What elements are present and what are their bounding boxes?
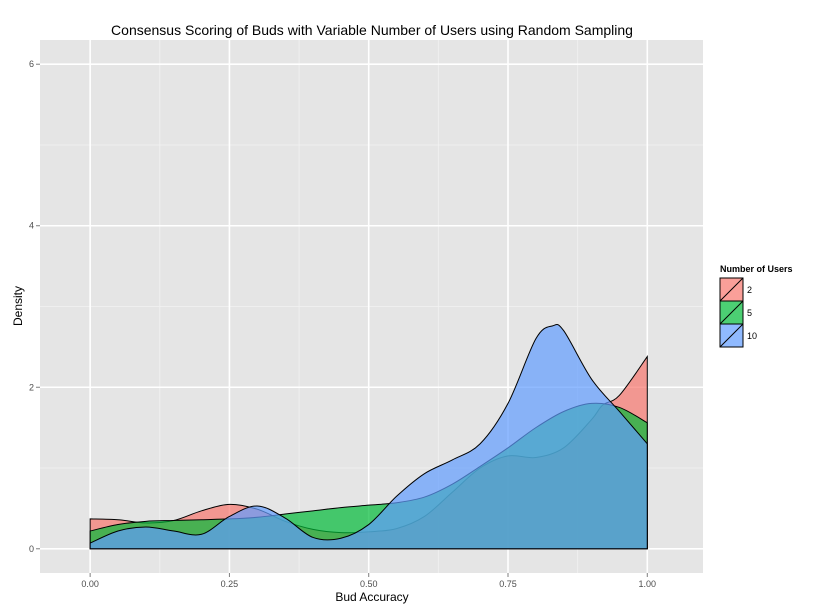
x-axis-title: Bud Accuracy xyxy=(335,590,408,604)
legend-key-slash xyxy=(719,323,744,348)
x-tick-label: 0.00 xyxy=(81,579,99,589)
legend-label-10: 10 xyxy=(747,331,757,341)
y-axis-ticks: 0 2 4 6 xyxy=(29,59,40,554)
legend-items: 2 5 10 xyxy=(719,277,757,348)
density-area-10 xyxy=(89,323,648,550)
legend-key-slash xyxy=(719,277,744,302)
chart-title: Consensus Scoring of Buds with Variable … xyxy=(111,22,633,38)
y-tick-label: 6 xyxy=(29,59,34,69)
series-layer xyxy=(89,323,648,550)
grid-minor xyxy=(40,40,703,573)
legend: Number of Users 2 5 10 xyxy=(719,264,793,348)
y-tick-label: 0 xyxy=(29,544,34,554)
legend-title: Number of Users xyxy=(720,264,793,274)
x-tick-label: 1.00 xyxy=(639,579,657,589)
x-axis-ticks: 0.00 0.25 0.50 0.75 1.00 xyxy=(81,573,656,589)
legend-label-2: 2 xyxy=(747,285,752,295)
x-tick-label: 0.75 xyxy=(499,579,517,589)
legend-label-5: 5 xyxy=(747,308,752,318)
y-tick-label: 2 xyxy=(29,382,34,392)
legend-key-slash xyxy=(719,300,744,325)
y-tick-label: 4 xyxy=(29,221,34,231)
x-tick-label: 0.25 xyxy=(221,579,239,589)
x-tick-label: 0.50 xyxy=(360,579,378,589)
y-axis-title: Density xyxy=(11,286,25,326)
